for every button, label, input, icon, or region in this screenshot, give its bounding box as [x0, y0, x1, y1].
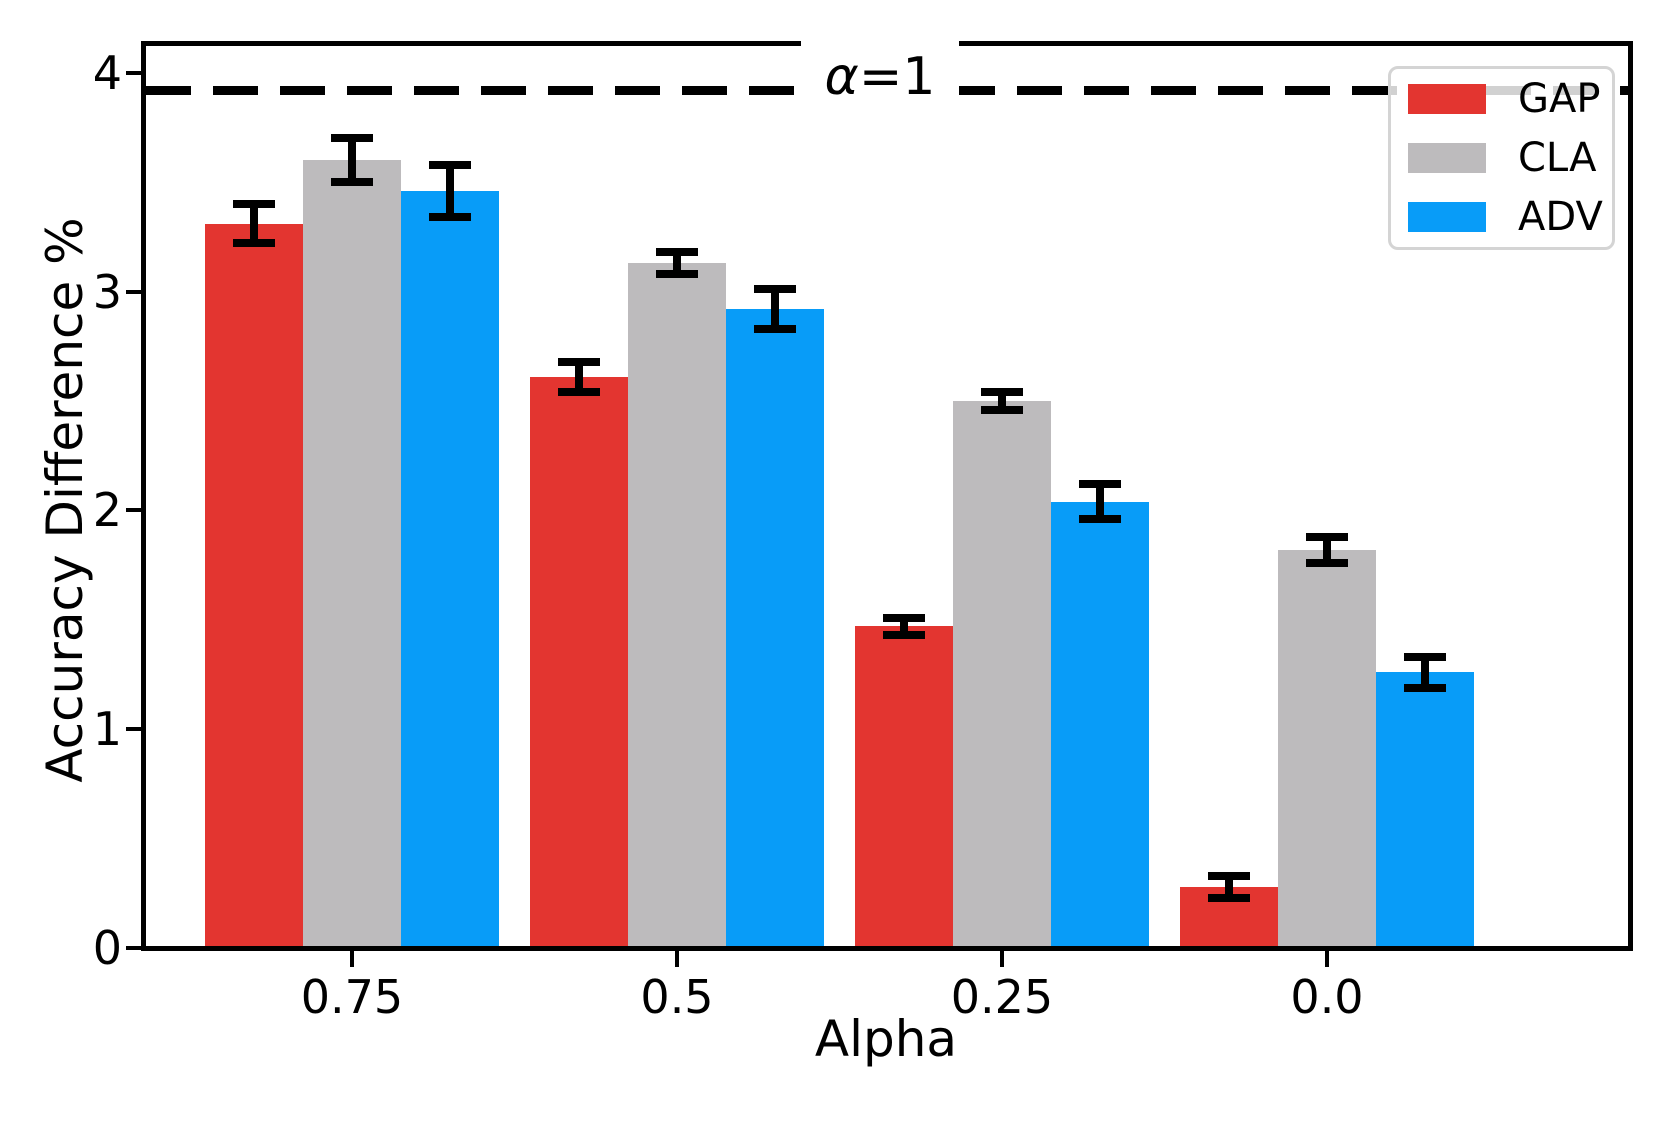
- legend-label-CLA: CLA: [1518, 134, 1597, 181]
- right-spine: [1628, 41, 1633, 951]
- legend-label-GAP: GAP: [1518, 75, 1601, 122]
- x-tick-0.25: [1000, 950, 1004, 967]
- error-bar-cap-high-CLA-0.75: [331, 134, 373, 143]
- bar-GAP-0.5: [530, 376, 628, 948]
- bar-CLA-0.25: [953, 400, 1051, 948]
- error-bar-cap-high-CLA-0.5: [656, 248, 698, 257]
- error-bar-cap-high-ADV-0.25: [1079, 480, 1121, 489]
- legend-patch-ADV: [1408, 202, 1486, 233]
- error-bar-cap-low-ADV-0.0: [1404, 683, 1446, 692]
- error-bar-cap-high-GAP-0.75: [233, 200, 275, 209]
- y-tick-4: [126, 70, 143, 75]
- error-bar-stem-CLA-0.25: [998, 392, 1006, 410]
- error-bar-stem-GAP-0.0: [1225, 875, 1233, 898]
- legend-patch-CLA: [1408, 142, 1486, 173]
- y-tick-label-4: 4: [92, 45, 122, 100]
- bar-CLA-0.5: [628, 263, 726, 948]
- legend-row-CLA: CLA: [1391, 128, 1612, 187]
- error-bar-cap-high-CLA-0.0: [1306, 532, 1348, 541]
- error-bar-stem-ADV-0.75: [446, 164, 454, 218]
- y-tick-1: [126, 727, 143, 732]
- error-bar-cap-high-CLA-0.25: [981, 388, 1023, 397]
- error-bar-cap-high-GAP-0.5: [558, 357, 600, 366]
- error-bar-stem-ADV-0.25: [1096, 484, 1104, 520]
- error-bar-cap-low-ADV-0.25: [1079, 515, 1121, 524]
- error-bar-cap-low-GAP-0.0: [1208, 893, 1250, 902]
- alpha-symbol: α: [824, 47, 859, 107]
- bar-ADV-0.25: [1051, 501, 1149, 948]
- error-bar-stem-CLA-0.0: [1323, 536, 1331, 563]
- x-axis-label: Alpha: [814, 1010, 958, 1068]
- x-tick-label-0.0: 0.0: [1290, 970, 1364, 1024]
- error-bar-stem-ADV-0.0: [1421, 656, 1429, 688]
- error-bar-stem-CLA-0.75: [348, 138, 356, 183]
- legend-row-GAP: GAP: [1391, 69, 1612, 128]
- legend: GAP CLA ADV: [1388, 66, 1615, 250]
- left-spine: [141, 41, 146, 951]
- bottom-spine: [141, 946, 1633, 951]
- legend-row-ADV: ADV: [1391, 188, 1612, 247]
- error-bar-cap-low-GAP-0.25: [883, 631, 925, 640]
- x-tick-label-0.75: 0.75: [300, 970, 404, 1024]
- y-tick-label-3: 3: [92, 264, 122, 319]
- error-bar-stem-ADV-0.5: [771, 289, 779, 329]
- y-tick-3: [126, 289, 143, 294]
- legend-label-ADV: ADV: [1518, 194, 1603, 241]
- error-bar-cap-high-GAP-0.0: [1208, 871, 1250, 880]
- y-axis-label: Accuracy Difference %: [36, 217, 94, 783]
- bar-CLA-0.0: [1278, 549, 1376, 948]
- bar-CLA-0.75: [303, 160, 401, 948]
- error-bar-cap-low-ADV-0.5: [754, 324, 796, 333]
- y-tick-label-0: 0: [92, 921, 122, 975]
- error-bar-cap-high-GAP-0.25: [883, 613, 925, 622]
- error-bar-cap-high-ADV-0.5: [754, 285, 796, 294]
- error-bar-cap-low-GAP-0.75: [233, 239, 275, 248]
- error-bar-cap-low-CLA-0.25: [981, 405, 1023, 414]
- error-bar-stem-GAP-0.5: [575, 361, 583, 393]
- bar-ADV-0.0: [1376, 672, 1474, 948]
- reference-value-text: =1: [858, 47, 936, 107]
- error-bar-cap-high-ADV-0.0: [1404, 652, 1446, 661]
- error-bar-stem-CLA-0.5: [673, 252, 681, 275]
- error-bar-cap-low-CLA-0.75: [331, 178, 373, 187]
- x-tick-label-0.5: 0.5: [640, 970, 714, 1024]
- bar-ADV-0.5: [726, 309, 824, 948]
- bar-GAP-0.25: [855, 626, 953, 948]
- bar-GAP-0.75: [205, 223, 303, 948]
- error-bar-cap-low-GAP-0.5: [558, 388, 600, 397]
- y-tick-label-2: 2: [92, 483, 122, 538]
- x-tick-label-0.25: 0.25: [950, 970, 1054, 1024]
- error-bar-cap-low-ADV-0.75: [429, 213, 471, 222]
- x-tick-0.75: [350, 950, 354, 967]
- y-tick-2: [126, 508, 143, 513]
- error-bar-cap-high-ADV-0.75: [429, 160, 471, 169]
- reference-line-label: α =1: [801, 35, 959, 119]
- legend-patch-GAP: [1408, 83, 1486, 114]
- x-tick-0.5: [675, 950, 679, 967]
- error-bar-cap-low-CLA-0.5: [656, 270, 698, 279]
- error-bar-cap-low-CLA-0.0: [1306, 558, 1348, 567]
- bar-ADV-0.75: [401, 190, 499, 948]
- y-tick-0: [126, 946, 143, 950]
- error-bar-stem-GAP-0.25: [900, 617, 908, 636]
- error-bar-stem-GAP-0.75: [250, 204, 258, 244]
- y-tick-label-1: 1: [92, 702, 122, 757]
- x-tick-0.0: [1325, 950, 1329, 967]
